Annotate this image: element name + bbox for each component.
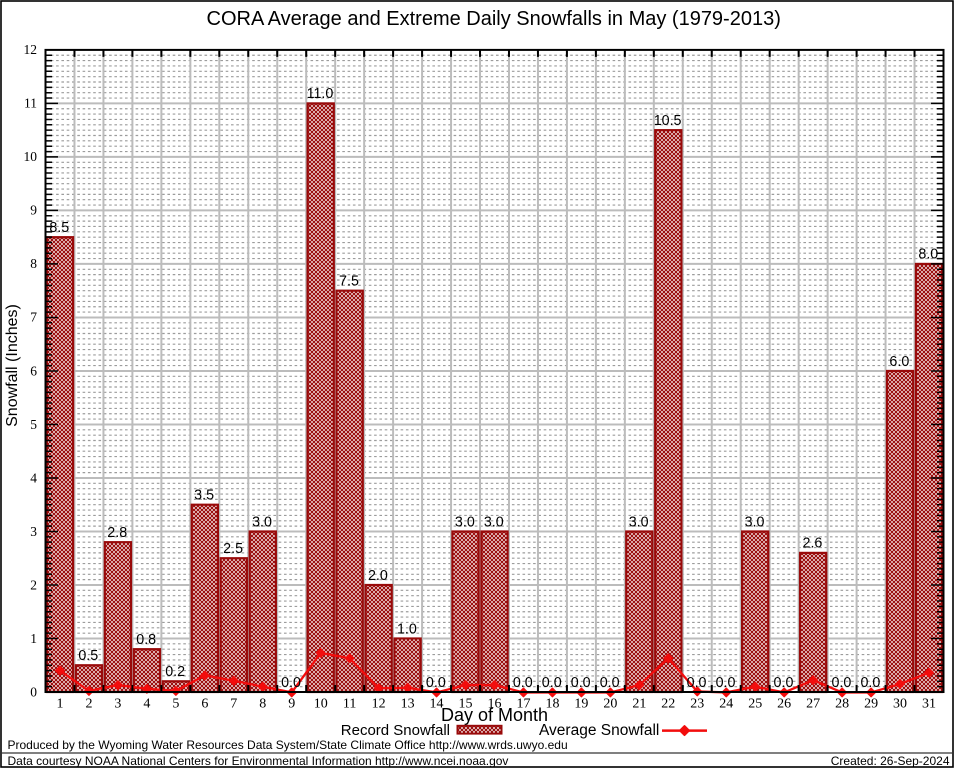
svg-text:0.0: 0.0 — [513, 675, 533, 691]
svg-text:1: 1 — [56, 697, 63, 712]
svg-text:9: 9 — [288, 697, 295, 712]
svg-text:9: 9 — [30, 203, 37, 218]
svg-text:3.0: 3.0 — [484, 514, 504, 530]
svg-text:0.0: 0.0 — [860, 675, 880, 691]
svg-text:Created: 26-Sep-2024: Created: 26-Sep-2024 — [831, 754, 950, 768]
svg-text:19: 19 — [574, 697, 588, 712]
svg-text:23: 23 — [690, 697, 704, 712]
svg-text:Data courtesy NOAA National Ce: Data courtesy NOAA National Centers for … — [8, 754, 509, 768]
svg-text:Snowfall (Inches): Snowfall (Inches) — [4, 304, 21, 427]
svg-text:8.0: 8.0 — [918, 247, 938, 263]
svg-text:0.0: 0.0 — [281, 675, 301, 691]
svg-text:26: 26 — [777, 697, 791, 712]
svg-text:21: 21 — [632, 697, 646, 712]
svg-text:5: 5 — [30, 417, 37, 432]
svg-text:10.5: 10.5 — [654, 113, 682, 129]
svg-text:Record Snowfall: Record Snowfall — [341, 722, 450, 739]
svg-text:8.5: 8.5 — [49, 220, 69, 236]
svg-text:7: 7 — [30, 310, 37, 325]
svg-text:13: 13 — [401, 697, 415, 712]
svg-text:7: 7 — [230, 697, 237, 712]
svg-text:14: 14 — [430, 697, 444, 712]
svg-text:1: 1 — [30, 631, 37, 646]
svg-text:0.0: 0.0 — [600, 675, 620, 691]
svg-text:0.0: 0.0 — [687, 675, 707, 691]
svg-text:4: 4 — [143, 697, 150, 712]
svg-text:15: 15 — [459, 697, 473, 712]
svg-text:0.0: 0.0 — [542, 675, 562, 691]
svg-text:3.0: 3.0 — [745, 514, 765, 530]
svg-text:11: 11 — [24, 96, 37, 111]
svg-text:2.5: 2.5 — [223, 541, 243, 557]
svg-text:CORA Average and Extreme Daily: CORA Average and Extreme Daily Snowfalls… — [207, 8, 781, 30]
svg-text:0.0: 0.0 — [774, 675, 794, 691]
svg-text:0.0: 0.0 — [831, 675, 851, 691]
svg-text:10: 10 — [314, 697, 328, 712]
svg-text:6: 6 — [30, 363, 37, 378]
svg-text:0.2: 0.2 — [165, 664, 185, 680]
svg-text:3.0: 3.0 — [629, 514, 649, 530]
svg-text:30: 30 — [893, 697, 907, 712]
svg-text:7.5: 7.5 — [339, 273, 359, 289]
svg-text:24: 24 — [719, 697, 733, 712]
svg-text:18: 18 — [545, 697, 559, 712]
svg-text:0.8: 0.8 — [136, 632, 156, 648]
svg-text:31: 31 — [922, 697, 936, 712]
svg-text:2.0: 2.0 — [368, 568, 388, 584]
svg-text:2.6: 2.6 — [803, 536, 823, 552]
svg-text:Produced by the Wyoming Water: Produced by the Wyoming Water Resources … — [8, 738, 568, 752]
svg-text:Day of Month: Day of Month — [441, 705, 548, 725]
svg-text:0.0: 0.0 — [571, 675, 591, 691]
svg-text:8: 8 — [259, 697, 266, 712]
svg-text:25: 25 — [748, 697, 762, 712]
svg-text:2: 2 — [85, 697, 92, 712]
svg-text:28: 28 — [835, 697, 849, 712]
svg-text:1.0: 1.0 — [397, 621, 417, 637]
svg-text:27: 27 — [806, 697, 820, 712]
svg-text:22: 22 — [661, 697, 675, 712]
svg-text:0.0: 0.0 — [426, 675, 446, 691]
svg-text:3: 3 — [114, 697, 121, 712]
svg-text:5: 5 — [172, 697, 179, 712]
svg-text:29: 29 — [864, 697, 878, 712]
svg-text:10: 10 — [24, 149, 38, 164]
svg-text:Average Snowfall: Average Snowfall — [539, 722, 659, 739]
svg-text:3: 3 — [30, 524, 37, 539]
svg-text:3.5: 3.5 — [194, 488, 214, 504]
svg-text:8: 8 — [30, 256, 37, 271]
svg-text:2.8: 2.8 — [107, 525, 127, 541]
svg-text:3.0: 3.0 — [455, 514, 475, 530]
svg-text:4: 4 — [30, 470, 37, 485]
svg-text:0.0: 0.0 — [716, 675, 736, 691]
svg-text:2: 2 — [30, 577, 37, 592]
svg-text:6.0: 6.0 — [889, 354, 909, 370]
svg-text:11.0: 11.0 — [307, 86, 334, 102]
svg-text:6: 6 — [201, 697, 208, 712]
svg-text:17: 17 — [516, 697, 530, 712]
svg-text:0.5: 0.5 — [78, 648, 98, 664]
svg-text:12: 12 — [372, 697, 386, 712]
svg-text:3.0: 3.0 — [252, 514, 272, 530]
svg-text:12: 12 — [24, 42, 38, 57]
svg-text:11: 11 — [343, 697, 356, 712]
svg-text:16: 16 — [488, 697, 502, 712]
svg-text:0: 0 — [30, 684, 37, 699]
svg-text:20: 20 — [603, 697, 617, 712]
